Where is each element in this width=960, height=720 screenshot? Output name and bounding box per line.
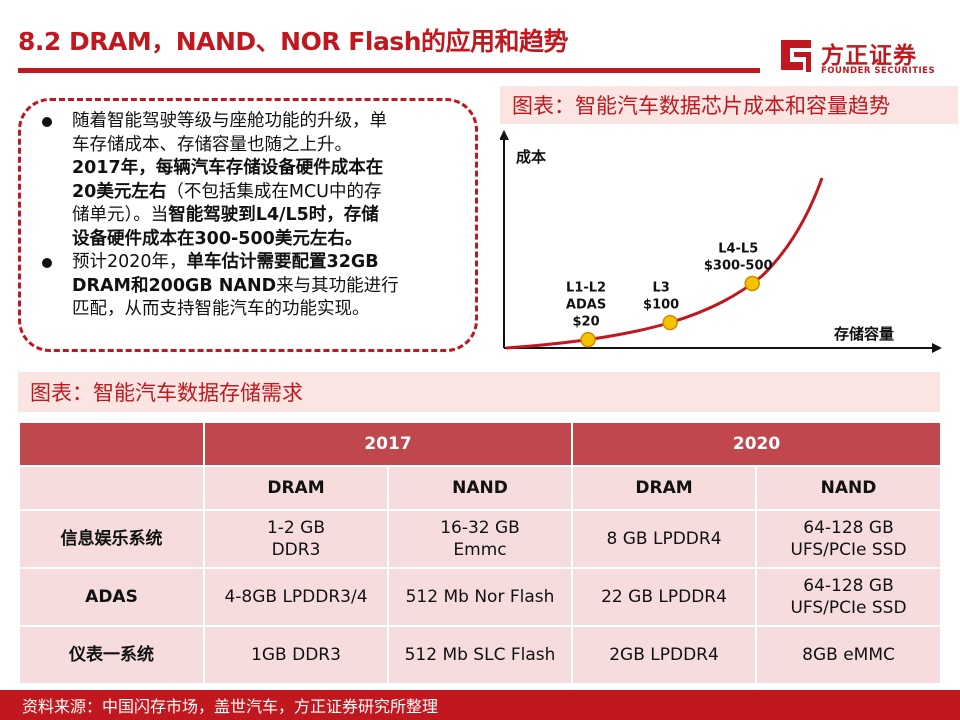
trend-curve xyxy=(505,177,824,350)
table-caption: 图表：智能汽车数据存储需求 xyxy=(18,372,940,412)
cell-line: 64-128 GB xyxy=(803,576,894,596)
source-footer: 资料来源：中国闪存市场，盖世汽车，方正证券研究所整理 xyxy=(0,690,960,720)
data-point-label: L1-L2 xyxy=(566,281,606,296)
data-point-label: L4-L5 xyxy=(718,241,758,256)
data-point-marker xyxy=(662,314,678,331)
bullet-text-bold: DRAM和200GB NAND xyxy=(72,275,277,296)
cell-line: 16-32 GB xyxy=(440,518,520,538)
table-cell: 22 GB LPDDR4 xyxy=(571,567,758,627)
data-point-marker xyxy=(744,275,760,292)
bullet-text: 车存储成本、存储容量也随之上升。 xyxy=(72,134,352,155)
y-axis-label: 成本 xyxy=(516,148,546,166)
bullet-text: 来与其功能进行 xyxy=(276,275,399,296)
table-header-type-row: DRAM NAND DRAM NAND xyxy=(18,465,943,511)
table-row: ADAS 4-8GB LPDDR3/4 512 Mb Nor Flash 22 … xyxy=(18,567,943,627)
table-cell: 16-32 GB Emmc xyxy=(386,509,574,569)
table-cell: 8 GB LPDDR4 xyxy=(571,509,758,569)
cost-capacity-chart: 成本 存储容量 L1-L2 ADAS $20 L3 $100 L4-L5 $300-500 xyxy=(500,130,942,353)
type-header-nand: NAND xyxy=(386,465,574,511)
table-corner-cell xyxy=(18,421,205,467)
bullet-text-bold: 单车估计需要配置32GB xyxy=(186,252,379,272)
storage-demand-table: 2017 2020 DRAM NAND DRAM NAND 信息娱乐系统 1-2… xyxy=(18,421,943,685)
bullet-text: 匹配，从而支持智能汽车的功能实现。 xyxy=(72,299,370,319)
bullet-text: 随着智能驾驶等级与座舱功能的升级，单 xyxy=(72,111,387,131)
summary-dashed-box xyxy=(18,98,478,352)
cell-line: 1-2 GB xyxy=(266,518,325,538)
bullet-text-bold: 设备硬件成本在300-500美元左右。 xyxy=(72,228,363,249)
cell-line: UFS/PCIe SSD xyxy=(790,540,907,560)
type-header-dram: DRAM xyxy=(571,465,758,511)
data-point-label: ADAS xyxy=(566,298,606,313)
bullet-item-cost: 随着智能驾驶等级与座舱功能的升级，单 车存储成本、存储容量也随之上升。 2017… xyxy=(38,110,463,251)
table-cell: 4-8GB LPDDR3/4 xyxy=(203,567,389,627)
cell-line: Emmc xyxy=(453,540,507,560)
cell-line: DDR3 xyxy=(271,540,321,560)
data-point-marker xyxy=(580,331,596,348)
bullet-text: （不包括集成在MCU中的存 xyxy=(166,181,382,202)
table-cell: 512 Mb SLC Flash xyxy=(386,625,574,685)
data-point-label: L3 xyxy=(652,281,669,296)
data-point-label: $20 xyxy=(573,315,600,330)
chart-caption: 图表：智能汽车数据芯片成本和容量趋势 xyxy=(500,86,958,124)
data-point-label: $300-500 xyxy=(704,258,773,273)
cell-line: UFS/PCIe SSD xyxy=(790,598,907,618)
data-point-label: $100 xyxy=(643,298,679,313)
type-header-nand: NAND xyxy=(755,465,943,511)
cell-line: 64-128 GB xyxy=(803,518,894,538)
bullet-item-capacity: 预计2020年，单车估计需要配置32GB DRAM和200GB NAND来与其功… xyxy=(38,251,463,322)
row-header: 信息娱乐系统 xyxy=(18,509,205,569)
chart-points: L1-L2 ADAS $20 L3 $100 L4-L5 $300-500 xyxy=(566,241,773,348)
bullet-text-bold: 20美元左右 xyxy=(72,181,167,202)
table-cell: 64-128 GB UFS/PCIe SSD xyxy=(755,567,943,627)
page-title: 8.2 DRAM，NAND、NOR Flash的应用和趋势 xyxy=(18,27,569,56)
logo-chinese-name: 方正证券 xyxy=(821,43,917,69)
year-header-2020: 2020 xyxy=(571,421,943,467)
logo-english-name: FOUNDER SECURITIES xyxy=(821,66,936,76)
table-header-year-row: 2017 2020 xyxy=(18,421,943,467)
founder-logo-mark-icon xyxy=(781,40,811,72)
row-header: ADAS xyxy=(18,567,205,627)
row-header: 仪表一系统 xyxy=(18,625,205,685)
table-cell: 8GB eMMC xyxy=(755,625,943,685)
founder-logo: 方正证券 FOUNDER SECURITIES xyxy=(775,36,945,82)
table-cell: 512 Mb Nor Flash xyxy=(386,567,574,627)
summary-bullet-list: 随着智能驾驶等级与座舱功能的升级，单 车存储成本、存储容量也随之上升。 2017… xyxy=(38,110,463,322)
bullet-text-bold: 2017年，每辆汽车存储设备硬件成本在 xyxy=(72,158,384,178)
table-cell: 1-2 GB DDR3 xyxy=(203,509,389,569)
title-divider xyxy=(18,68,760,73)
x-axis-label: 存储容量 xyxy=(834,325,894,343)
table-row: 仪表一系统 1GB DDR3 512 Mb SLC Flash 2GB LPDD… xyxy=(18,625,943,685)
bullet-text-bold: 智能驾驶到L4/L5时，存储 xyxy=(168,205,379,225)
type-header-dram: DRAM xyxy=(203,465,389,511)
bullet-text: 预计2020年， xyxy=(72,252,187,272)
table-cell: 64-128 GB UFS/PCIe SSD xyxy=(755,509,943,569)
table-cell: 1GB DDR3 xyxy=(203,625,389,685)
bullet-text: 储单元）。当 xyxy=(72,205,169,225)
year-header-2017: 2017 xyxy=(202,421,574,467)
table-cell: 2GB LPDDR4 xyxy=(571,625,758,685)
table-row: 信息娱乐系统 1-2 GB DDR3 16-32 GB Emmc 8 GB LPDD… xyxy=(18,509,943,569)
table-corner-cell xyxy=(18,465,205,511)
